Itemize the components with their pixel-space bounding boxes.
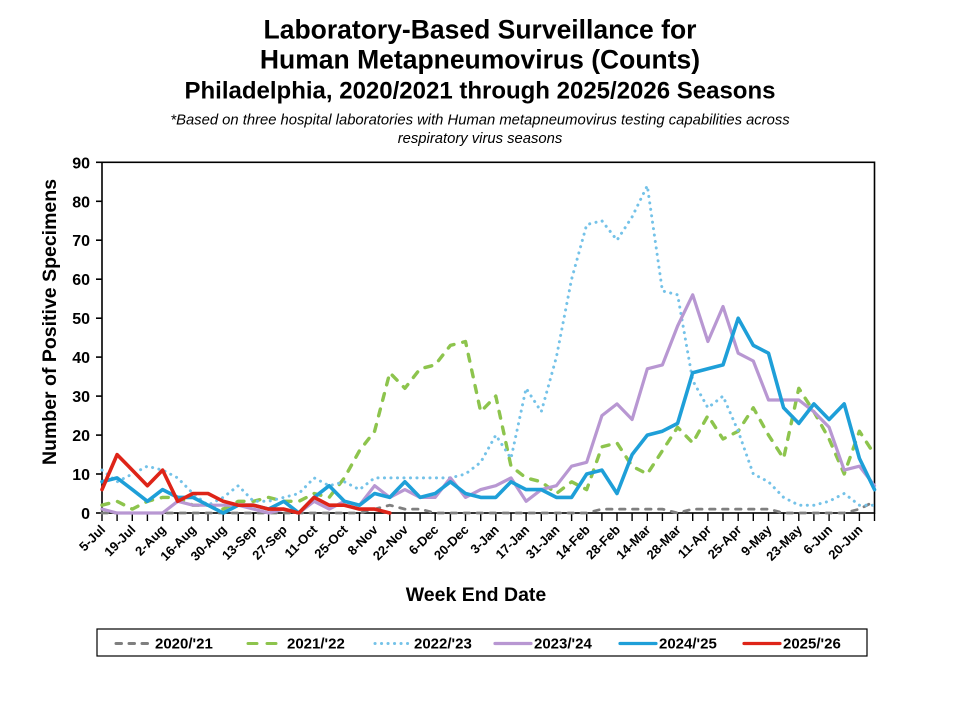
svg-text:2022/'23: 2022/'23 <box>414 636 472 653</box>
svg-text:40: 40 <box>72 350 90 367</box>
svg-text:Number of Positive Specimens: Number of Positive Specimens <box>39 179 61 465</box>
svg-text:2021/'22: 2021/'22 <box>287 636 345 653</box>
svg-text:30: 30 <box>72 389 90 406</box>
svg-text:60: 60 <box>72 272 90 289</box>
svg-text:2025/'26: 2025/'26 <box>783 636 841 653</box>
svg-text:respiratory virus seasons: respiratory virus seasons <box>398 131 563 147</box>
svg-text:*Based on three hospital labor: *Based on three hospital laboratories wi… <box>170 113 790 129</box>
svg-text:90: 90 <box>72 155 90 172</box>
svg-text:2023/'24: 2023/'24 <box>534 636 592 653</box>
svg-text:Week End Date: Week End Date <box>406 584 547 606</box>
svg-text:2020/'21: 2020/'21 <box>155 636 213 653</box>
svg-text:Philadelphia, 2020/2021 throug: Philadelphia, 2020/2021 through 2025/202… <box>185 78 776 105</box>
svg-text:10: 10 <box>72 467 90 484</box>
svg-text:Laboratory-Based Surveillance: Laboratory-Based Surveillance for <box>264 15 697 45</box>
svg-text:70: 70 <box>72 233 90 250</box>
svg-text:2024/'25: 2024/'25 <box>659 636 717 653</box>
svg-text:50: 50 <box>72 311 90 328</box>
svg-text:20: 20 <box>72 428 90 445</box>
svg-text:80: 80 <box>72 194 90 211</box>
svg-text:0: 0 <box>81 506 90 523</box>
svg-text:Human Metapneumovirus (Counts): Human Metapneumovirus (Counts) <box>260 45 700 75</box>
